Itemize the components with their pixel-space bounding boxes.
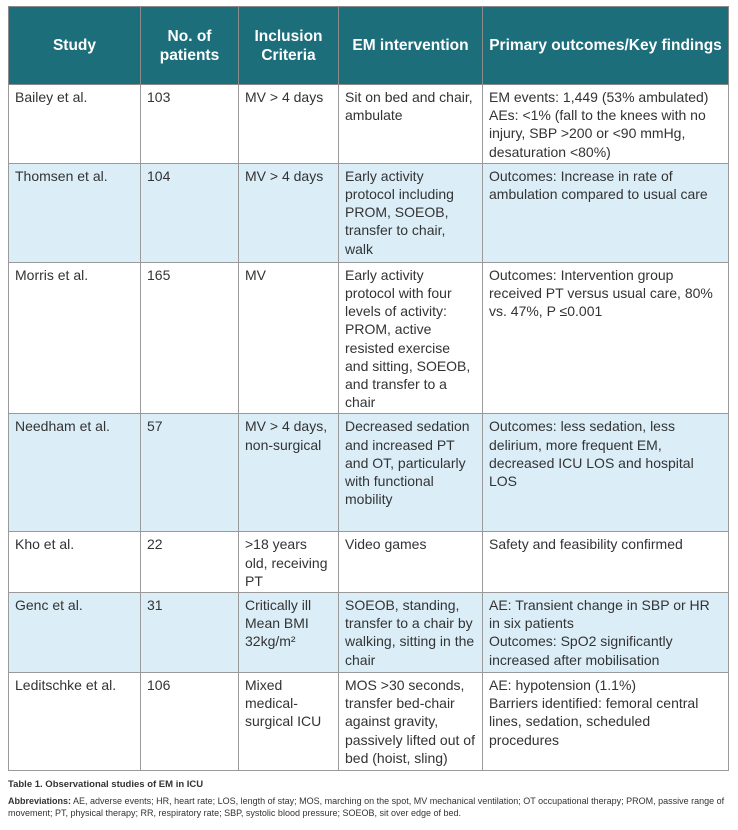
header-cell: Inclusion Criteria (238, 6, 339, 85)
cell-text: Safety and feasibility confirmed (489, 536, 683, 553)
cell-text: Outcomes: less sedation, less delirium, … (489, 418, 694, 490)
table-row: Kho et al. 22 >18 years old, receiving PT V… (8, 531, 729, 594)
cell-text: Morris et al. (15, 266, 89, 283)
cell-text: Barriers identified: femoral central lin… (489, 695, 699, 748)
studies-table: Study No. of patients Inclusion Criteria EM… (8, 6, 729, 772)
cell-text: EM events: 1,449 (53% ambulated) (489, 89, 709, 105)
table-cell: 31 (140, 592, 239, 674)
table-cell: Outcomes: Intervention group received PT… (482, 261, 729, 415)
table-cell: 57 (140, 413, 239, 533)
caption: Table 1. Observational studies of EM in … (8, 779, 204, 791)
table-cell: Kho et al. (8, 531, 141, 594)
abbreviations-text: AE, adverse events; HR, heart rate; LOS,… (8, 796, 725, 819)
cell-text: AE: hypotension (1.1%) (489, 677, 637, 694)
table-cell: 104 (140, 162, 239, 263)
table-cell: MV > 4 days (238, 162, 339, 263)
abbreviations-label: Abbreviations: (8, 796, 72, 807)
table-cell: AE: Transient change in SBP or HR in six… (482, 592, 729, 674)
table-cell: Thomsen et al. (8, 162, 141, 263)
table-cell: 103 (140, 84, 239, 164)
header-cell: No. of patients (140, 6, 239, 85)
cell-text: MV > 4 days (245, 167, 324, 184)
table-cell: Mixed medical-surgical ICU (238, 672, 339, 772)
table-cell: >18 years old, receiving PT (238, 531, 339, 594)
table-cell: Genc et al. (8, 592, 141, 674)
table-cell: 165 (140, 261, 239, 415)
table-row: Leditschke et al. 106 Mixed medical-surgic… (8, 672, 729, 772)
cell-text: AE: Transient change in SBP or HR in six… (489, 597, 710, 632)
table-cell: AE: hypotension (1.1%) Barriers identifie… (482, 672, 729, 772)
table-cell: Bailey et al. (8, 84, 141, 164)
table-block: Study No. of patients Inclusion Criteria EM… (8, 6, 729, 819)
cell-text: 104 (147, 167, 171, 184)
header-cell: Study (8, 6, 141, 85)
table-cell: MV > 4 days, non-surgical (238, 413, 339, 533)
cell-text: Kho et al. (15, 536, 75, 553)
cell-text: Decreased sedation and increased PT and … (345, 418, 470, 508)
cell-text: Bailey et al. (15, 89, 88, 105)
table-cell: 22 (140, 531, 239, 594)
cell-text: Video games (345, 536, 427, 553)
table-cell: Sit on bed and chair, ambulate (338, 84, 483, 164)
table-row: Genc et al. 31 Critically ill Mean BMI 32kg… (8, 592, 729, 674)
table-cell: Decreased sedation and increased PT and … (338, 413, 483, 533)
header-row: Study No. of patients Inclusion Criteria EM… (8, 6, 729, 85)
cell-text: 165 (147, 266, 171, 283)
cell-text: Early activity protocol including PROM, … (345, 167, 454, 257)
cell-text: AEs: <1% (fall to the knees with no inju… (489, 107, 706, 160)
cell-text: MV > 4 days (245, 89, 324, 105)
table-cell: 106 (140, 672, 239, 772)
table-cell: Early activity protocol including PROM, … (338, 162, 483, 263)
cell-text: 57 (147, 418, 163, 435)
table-cell: Morris et al. (8, 261, 141, 415)
cell-text: 103 (147, 89, 171, 105)
table-cell: MV (238, 261, 339, 415)
abbreviations: Abbreviations: AE, adverse events; HR, h… (8, 795, 728, 819)
cell-text: 106 (147, 677, 171, 694)
cell-text: 22 (147, 536, 163, 553)
cell-text: MV > 4 days, non-surgical (245, 418, 328, 453)
header-cell: EM intervention (338, 6, 483, 85)
table-cell: MOS >30 seconds, transfer bed-chair agai… (338, 672, 483, 772)
table-cell: Video games (338, 531, 483, 594)
table-cell: Safety and feasibility confirmed (482, 531, 729, 594)
cell-text: Outcomes: Intervention group received PT… (489, 266, 713, 320)
table-row: Morris et al. 165 MV Early activity protoco… (8, 261, 729, 415)
table-cell: Outcomes: Increase in rate of ambulation… (482, 162, 729, 263)
table-cell: SOEOB, standing, transfer to a chair by … (338, 592, 483, 674)
cell-text: Mean BMI 32kg/m² (245, 615, 309, 650)
table-row: Thomsen et al. 104 MV > 4 days Early activi… (8, 162, 729, 263)
table-cell: Critically ill Mean BMI 32kg/m² (238, 592, 339, 674)
cell-text: SOEOB, standing, transfer to a chair by … (345, 597, 475, 668)
cell-text: Leditschke et al. (15, 677, 117, 694)
cell-text: 31 (147, 597, 163, 614)
table-cell: Outcomes: less sedation, less delirium, … (482, 413, 729, 533)
cell-text: Thomsen et al. (15, 167, 108, 184)
cell-text: Outcomes: SpO2 significantly increased a… (489, 633, 673, 668)
table-cell: Early activity protocol with four levels… (338, 261, 483, 415)
cell-text: Sit on bed and chair, ambulate (345, 89, 473, 124)
cell-text: Needham et al. (15, 418, 110, 435)
cell-text: >18 years old, receiving PT (245, 536, 328, 589)
table-cell: MV > 4 days (238, 84, 339, 164)
table-row: Bailey et al. 103 MV > 4 days Sit on bed an… (8, 84, 729, 164)
cell-text: MOS >30 seconds, transfer bed-chair agai… (345, 677, 475, 766)
cell-text: Critically ill (245, 597, 312, 614)
cell-text: Mixed medical-surgical ICU (245, 677, 322, 730)
cell-text: Outcomes: Increase in rate of ambulation… (489, 167, 708, 203)
header-cell: Primary outcomes/Key findings (482, 6, 729, 85)
cell-text: Early activity protocol with four levels… (345, 266, 471, 411)
table-cell: Leditschke et al. (8, 672, 141, 772)
table-cell: EM events: 1,449 (53% ambulated) AEs: <1%… (482, 84, 729, 164)
cell-text: Genc et al. (15, 597, 83, 614)
table-cell: Needham et al. (8, 413, 141, 533)
table-row: Needham et al. 57 MV > 4 days, non-surgica… (8, 413, 729, 533)
cell-text: MV (245, 266, 266, 283)
